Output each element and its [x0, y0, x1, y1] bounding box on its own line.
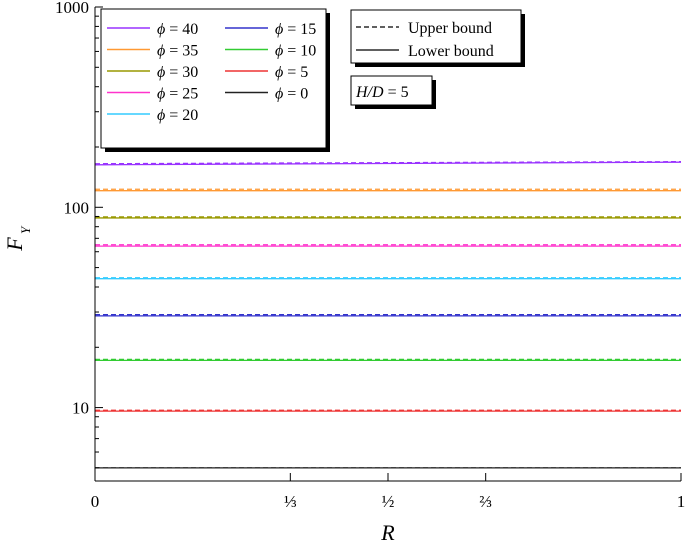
legend-entry-phi-10: ϕ = 10 [225, 43, 316, 60]
phi-value: = 35 [165, 43, 198, 60]
phi-symbol: ϕ [157, 107, 165, 124]
x-tick-label: 0 [91, 492, 100, 511]
annotation-italic: H/D [355, 84, 384, 101]
legend-label: ϕ = 25 [157, 86, 198, 103]
phi-symbol: ϕ [275, 64, 283, 81]
legend-label: ϕ = 5 [275, 64, 308, 81]
legend-entry-phi-0: ϕ = 0 [225, 86, 308, 103]
phi-symbol: ϕ [275, 21, 283, 38]
phi-symbol: ϕ [275, 86, 283, 103]
style-legend-box [350, 9, 522, 64]
y-axis-title-sub: Y [18, 225, 33, 234]
legend-entry-phi-25: ϕ = 25 [107, 86, 198, 103]
phi-value: = 25 [165, 86, 198, 103]
y-axis-title: FY [2, 225, 33, 252]
phi-symbol: ϕ [157, 43, 165, 60]
legend-entry-phi-35: ϕ = 35 [107, 43, 198, 60]
phi-value: = 30 [165, 64, 198, 81]
y-axis-title-main: F [2, 237, 27, 252]
lower-bound-line [94, 161, 682, 166]
style-legend-label: Lower bound [408, 43, 494, 60]
x-tick-label: ½ [382, 492, 395, 511]
series-group [94, 160, 682, 469]
phi-value: = 0 [283, 86, 308, 103]
phi-value: = 5 [283, 64, 308, 81]
x-tick-label: ⅓ [284, 492, 297, 511]
phi-value: = 20 [165, 107, 198, 124]
phi-symbol: ϕ [157, 86, 165, 103]
legend: ϕ = 40 ϕ = 15ϕ = 35 ϕ = 10ϕ = 30 ϕ = 5ϕ = 2… [100, 8, 525, 152]
y-tick-label: 10 [72, 399, 89, 418]
series-phi-20 [95, 277, 681, 280]
phi-symbol: ϕ [157, 21, 165, 38]
series-phi-40 [94, 160, 682, 166]
series-phi-5 [95, 409, 681, 412]
legend-entry-phi-5: ϕ = 5 [225, 64, 308, 81]
y-tick-label: 1000 [55, 0, 89, 17]
legend-entry-phi-40: ϕ = 40 [107, 21, 198, 38]
series-phi-30 [95, 216, 681, 219]
legend-label: ϕ = 35 [157, 43, 198, 60]
annotation-rest: = 5 [384, 84, 409, 101]
phi-symbol: ϕ [275, 43, 283, 60]
legend-label: ϕ = 20 [157, 107, 198, 124]
legend-label: ϕ = 10 [275, 43, 316, 60]
x-tick-label: ⅔ [479, 492, 492, 511]
style-legend-entry: Upper bound [356, 20, 492, 37]
y-tick-label: 100 [64, 198, 90, 217]
annotation-box [350, 75, 433, 106]
phi-value: = 15 [283, 21, 316, 38]
phi-value: = 10 [283, 43, 316, 60]
style-legend-entry: Lower bound [356, 43, 494, 60]
series-phi-15 [95, 314, 681, 317]
legend-entry-phi-20: ϕ = 20 [107, 107, 198, 124]
legend-label: ϕ = 15 [275, 21, 316, 38]
phi-symbol: ϕ [157, 64, 165, 81]
series-phi-10 [95, 358, 681, 362]
x-tick-label: 1 [677, 492, 685, 511]
phi-value: = 40 [165, 21, 198, 38]
series-legend-box [100, 8, 327, 149]
legend-entry-phi-30: ϕ = 30 [107, 64, 198, 81]
style-legend-label: Upper bound [408, 20, 492, 37]
series-phi-35 [95, 188, 681, 192]
legend-label: ϕ = 40 [157, 21, 198, 38]
annotation-text: H/D = 5 [355, 84, 409, 101]
legend-entry-phi-15: ϕ = 15 [225, 21, 316, 38]
legend-label: ϕ = 30 [157, 64, 198, 81]
x-axis-title: R [380, 520, 395, 545]
legend-label: ϕ = 0 [275, 86, 308, 103]
series-phi-25 [95, 244, 681, 247]
